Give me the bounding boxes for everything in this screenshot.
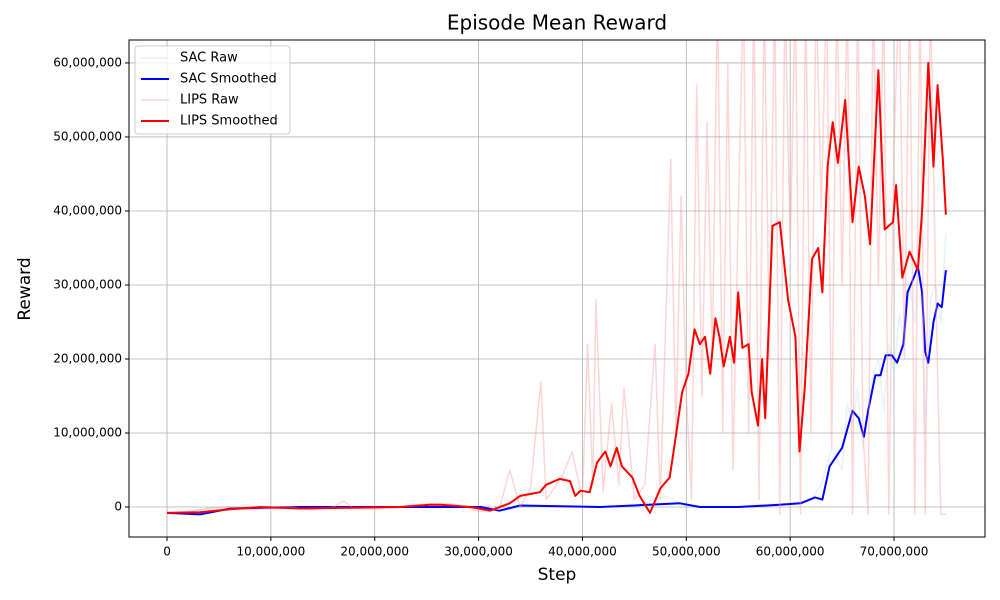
legend-label: LIPS Smoothed [180, 114, 278, 129]
series-line [166, 61, 947, 514]
chart-title: Episode Mean Reward [447, 11, 667, 35]
x-tick-label: 60,000,000 [756, 545, 825, 559]
legend-label: LIPS Raw [180, 93, 239, 108]
y-tick-label: 30,000,000 [53, 277, 122, 291]
legend: SAC Raw SAC Smoothed LIPS Raw LIPS Smoothed [134, 45, 291, 135]
y-tick-label: 20,000,000 [53, 351, 122, 365]
axes: 0 10,000,000 20,000,000 30,000,000 40,000,00… [53, 55, 928, 558]
legend-label: SAC Raw [180, 51, 238, 66]
series-line [166, 265, 947, 516]
plot-area [166, 40, 947, 516]
y-tick-label: 10,000,000 [53, 426, 122, 440]
y-tick-label: 0 [114, 500, 122, 514]
y-tick-label: 40,000,000 [53, 203, 122, 217]
x-tick-label: 50,000,000 [652, 545, 721, 559]
grid [129, 40, 985, 537]
y-axis-label: Reward [15, 257, 35, 320]
x-tick-label: 10,000,000 [237, 545, 306, 559]
y-tick-label: 50,000,000 [53, 129, 122, 143]
x-tick-label: 20,000,000 [340, 545, 409, 559]
x-tick-label: 0 [163, 545, 171, 559]
legend-box [134, 45, 291, 135]
x-tick-label: 30,000,000 [444, 545, 513, 559]
plot-frame [128, 39, 986, 538]
x-axis-label: Step [538, 565, 577, 585]
x-tick-label: 40,000,000 [548, 545, 617, 559]
y-tick-label: 60,000,000 [53, 55, 122, 69]
x-tick-label: 70,000,000 [860, 545, 929, 559]
legend-label: SAC Smoothed [180, 72, 277, 87]
